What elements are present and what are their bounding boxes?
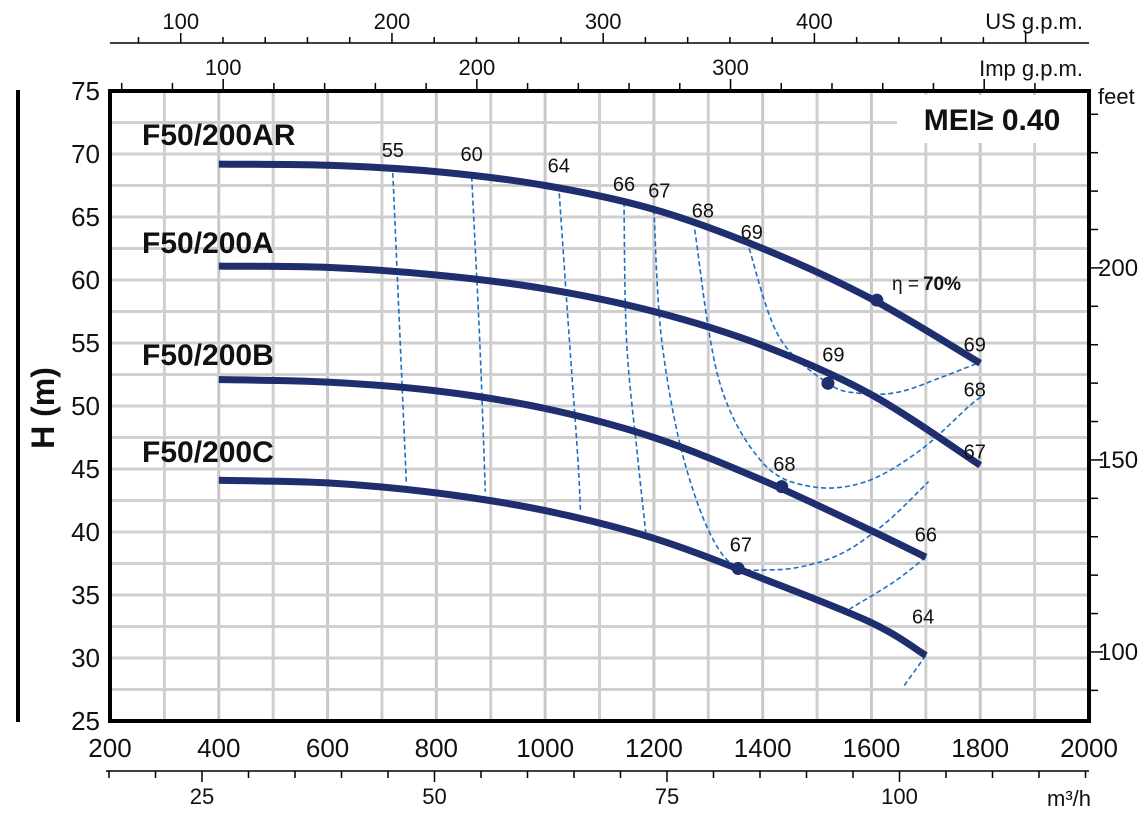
imp-gpm-tick-label: 300 bbox=[712, 55, 749, 80]
efficiency-label-67: 67 bbox=[730, 535, 752, 557]
x-tick-label: 200 bbox=[88, 733, 131, 763]
m3h-tick-label: 100 bbox=[881, 784, 918, 809]
efficiency-contour-66 bbox=[849, 556, 927, 610]
us-gpm-tick-label: 400 bbox=[796, 9, 833, 34]
y-tick-label: 25 bbox=[71, 706, 100, 736]
efficiency-label-67: 67 bbox=[964, 441, 986, 463]
m3h-tick-label: 75 bbox=[655, 784, 679, 809]
eta-value: 70% bbox=[923, 274, 961, 295]
y-tick-label: 60 bbox=[71, 265, 100, 295]
mei-badge: MEI≥ 0.40 bbox=[924, 104, 1061, 137]
model-label: F50/200C bbox=[142, 436, 274, 469]
y-tick-label: 65 bbox=[71, 202, 100, 232]
us-gpm-axis-label: US g.p.m. bbox=[985, 9, 1083, 34]
efficiency-contour-64 bbox=[557, 185, 582, 512]
curve-f50-200a bbox=[218, 262, 983, 469]
efficiency-label-68: 68 bbox=[692, 201, 714, 223]
best-efficiency-points bbox=[731, 293, 884, 576]
us-gpm-tick-label: 100 bbox=[162, 9, 199, 34]
efficiency-label-64: 64 bbox=[912, 606, 934, 628]
y-tick-label: 30 bbox=[71, 643, 100, 673]
feet-axis-label: feet bbox=[1098, 84, 1135, 109]
y-tick-label: 55 bbox=[71, 328, 100, 358]
efficiency-labels: 55 60 64 66 67 68 69 69 68 67 69 68 67 66 64 bbox=[382, 140, 986, 628]
x-tick-label: 1400 bbox=[734, 733, 792, 763]
bep-point bbox=[775, 480, 789, 494]
efficiency-label-66: 66 bbox=[613, 174, 635, 196]
bep-point bbox=[731, 562, 745, 576]
y-tick-label: 75 bbox=[71, 76, 100, 106]
curve-f50-200b bbox=[218, 376, 928, 561]
bep-point bbox=[870, 293, 884, 307]
imp-gpm-tick-label: 100 bbox=[205, 55, 242, 80]
eta-label: η = 70% bbox=[892, 274, 961, 295]
imp-gpm-axis-label: Imp g.p.m. bbox=[979, 56, 1083, 81]
efficiency-label-69: 69 bbox=[822, 344, 844, 366]
imp-gpm-tick-label: 200 bbox=[458, 55, 495, 80]
y-tick-label: 50 bbox=[71, 391, 100, 421]
us-gpm-tick-label: 300 bbox=[585, 9, 622, 34]
performance-curves bbox=[218, 160, 983, 659]
axes: 200 400 600 800 1000 1200 1400 1600 1800 2000 25 30… bbox=[71, 9, 1138, 809]
y-tick-label: 35 bbox=[71, 580, 100, 610]
efficiency-label-60: 60 bbox=[461, 144, 483, 166]
efficiency-label-69: 69 bbox=[964, 334, 986, 356]
efficiency-contour-55 bbox=[392, 172, 408, 485]
model-label: F50/200A bbox=[142, 227, 274, 260]
x-tick-label: 800 bbox=[415, 733, 458, 763]
bep-point bbox=[821, 376, 835, 390]
y-tick-label: 40 bbox=[71, 517, 100, 547]
efficiency-label-67: 67 bbox=[648, 181, 670, 203]
curve-f50-200ar bbox=[218, 160, 982, 367]
x-tick-label: 600 bbox=[306, 733, 349, 763]
model-label: F50/200B bbox=[142, 339, 274, 372]
x-tick-label: 400 bbox=[197, 733, 240, 763]
x-tick-label: 1000 bbox=[516, 733, 574, 763]
feet-tick-label: 200 bbox=[1098, 255, 1138, 282]
mei-badge-bg bbox=[897, 95, 1087, 143]
efficiency-label-68: 68 bbox=[773, 454, 795, 476]
y-axis-label: H (m) bbox=[25, 367, 61, 449]
efficiency-contour-60 bbox=[470, 176, 487, 492]
feet-tick-label: 100 bbox=[1098, 639, 1138, 666]
plot-frame bbox=[108, 89, 1091, 723]
efficiency-label-66: 66 bbox=[915, 525, 937, 547]
m3h-axis-label: m³/h bbox=[1047, 786, 1091, 811]
efficiency-contour-64 bbox=[903, 655, 927, 687]
curve-f50-200c bbox=[218, 476, 928, 659]
us-gpm-tick-label: 200 bbox=[374, 9, 411, 34]
m3h-tick-label: 50 bbox=[422, 784, 446, 809]
y-tick-label: 70 bbox=[71, 139, 100, 169]
y-tick-label: 45 bbox=[71, 454, 100, 484]
x-tick-label: 1200 bbox=[625, 733, 683, 763]
efficiency-label-64: 64 bbox=[548, 155, 570, 177]
efficiency-label-55: 55 bbox=[382, 140, 404, 162]
x-tick-label: 1600 bbox=[843, 733, 901, 763]
efficiency-label-69: 69 bbox=[741, 222, 763, 244]
x-tick-label: 2000 bbox=[1060, 733, 1118, 763]
efficiency-contour-68 bbox=[693, 229, 984, 489]
efficiency-label-68: 68 bbox=[964, 380, 986, 402]
eta-prefix: η = bbox=[892, 274, 919, 295]
m3h-tick-label: 25 bbox=[190, 784, 214, 809]
efficiency-contour-69 bbox=[748, 248, 978, 396]
grid bbox=[110, 91, 1089, 721]
model-label: F50/200AR bbox=[142, 119, 296, 152]
efficiency-contour-66 bbox=[623, 201, 647, 533]
feet-tick-label: 150 bbox=[1098, 447, 1138, 474]
x-tick-label: 1800 bbox=[951, 733, 1009, 763]
model-labels: F50/200AR F50/200A F50/200B F50/200C bbox=[142, 119, 296, 469]
